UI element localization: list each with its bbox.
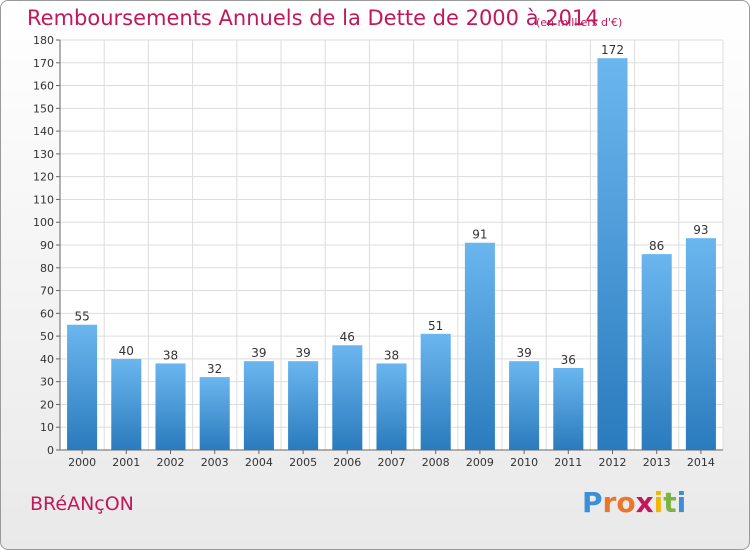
commune-name: BRéANçON [30, 493, 134, 515]
bars: 55 40 38 32 39 39 46 38 51 91 39 36 172 86 93 [67, 43, 716, 450]
x-tick-label-2009: 2009 [466, 456, 494, 469]
y-tick-label: 100 [33, 216, 54, 229]
proxiti-logo: Proxiti [582, 486, 686, 519]
data-label-2002: 38 [163, 348, 178, 362]
x-tick-label-2003: 2003 [201, 456, 229, 469]
logo-letter: t [663, 486, 677, 519]
x-tick-label-2008: 2008 [422, 456, 450, 469]
y-tick-label: 160 [33, 80, 54, 93]
data-label-2005: 39 [295, 346, 310, 360]
logo-letter: i [676, 486, 687, 519]
logo-letter: x [635, 486, 654, 519]
bar-2003 [199, 377, 230, 450]
x-tick-label-2006: 2006 [333, 456, 361, 469]
bar-2000 [67, 324, 98, 450]
data-label-2010: 39 [516, 346, 531, 360]
bar-2006 [332, 345, 363, 450]
x-tick-label-2005: 2005 [289, 456, 317, 469]
y-tick-label: 150 [33, 102, 54, 115]
chart-unit: (en milliers d'€) [536, 16, 623, 29]
logo-letter: r [602, 486, 617, 519]
x-tick-label-2012: 2012 [599, 456, 627, 469]
logo-letter: o [616, 486, 636, 519]
y-tick-label: 80 [40, 262, 54, 275]
y-tick-label: 10 [40, 421, 54, 434]
data-label-2014: 93 [693, 223, 708, 237]
bar-2012 [597, 58, 628, 450]
y-tick-label: 0 [47, 444, 54, 457]
data-label-2004: 39 [251, 346, 266, 360]
x-tick-label-2011: 2011 [554, 456, 582, 469]
y-tick-label: 60 [40, 307, 54, 320]
bar-2008 [420, 333, 451, 450]
x-tick-label-2000: 2000 [68, 456, 96, 469]
data-label-2009: 91 [472, 228, 487, 242]
bar-2014 [685, 238, 716, 450]
bar-2011 [553, 368, 584, 450]
data-label-2011: 36 [561, 353, 576, 367]
data-label-2013: 86 [649, 239, 664, 253]
y-tick-label: 140 [33, 125, 54, 138]
chart-title: Remboursements Annuels de la Dette de 20… [27, 6, 599, 30]
logo-letter: P [582, 486, 603, 519]
bar-2001 [111, 358, 142, 450]
x-tick-label-2014: 2014 [687, 456, 715, 469]
y-tick-label: 30 [40, 376, 54, 389]
x-tick-label-2002: 2002 [157, 456, 185, 469]
x-tick-label-2001: 2001 [112, 456, 140, 469]
x-tick-label-2004: 2004 [245, 456, 273, 469]
bar-2004 [243, 361, 274, 450]
y-tick-label: 40 [40, 353, 54, 366]
data-label-2001: 40 [119, 344, 134, 358]
y-tick-label: 90 [40, 239, 54, 252]
bar-2013 [641, 254, 672, 450]
data-label-2012: 172 [601, 43, 624, 57]
logo-letter: i [653, 486, 664, 519]
y-tick-label: 170 [33, 57, 54, 70]
y-tick-label: 120 [33, 171, 54, 184]
data-label-2007: 38 [384, 348, 399, 362]
x-tick-label-2010: 2010 [510, 456, 538, 469]
axes: 0 10 20 30 40 50 60 70 80 90 100 110 120 130 140 150 160… [33, 34, 723, 469]
y-tick-label: 180 [33, 34, 54, 47]
bar-2010 [509, 361, 540, 450]
x-tick-label-2007: 2007 [378, 456, 406, 469]
bar-2007 [376, 363, 407, 450]
bar-2005 [288, 361, 319, 450]
y-tick-label: 130 [33, 148, 54, 161]
y-tick-label: 110 [33, 193, 54, 206]
bar-2009 [464, 242, 495, 450]
data-label-2003: 32 [207, 362, 222, 376]
y-tick-label: 50 [40, 330, 54, 343]
data-label-2006: 46 [340, 330, 355, 344]
data-label-2000: 55 [74, 310, 89, 324]
data-label-2008: 51 [428, 319, 443, 333]
x-tick-label-2013: 2013 [643, 456, 671, 469]
bar-2002 [155, 363, 186, 450]
y-tick-label: 20 [40, 398, 54, 411]
y-tick-label: 70 [40, 285, 54, 298]
